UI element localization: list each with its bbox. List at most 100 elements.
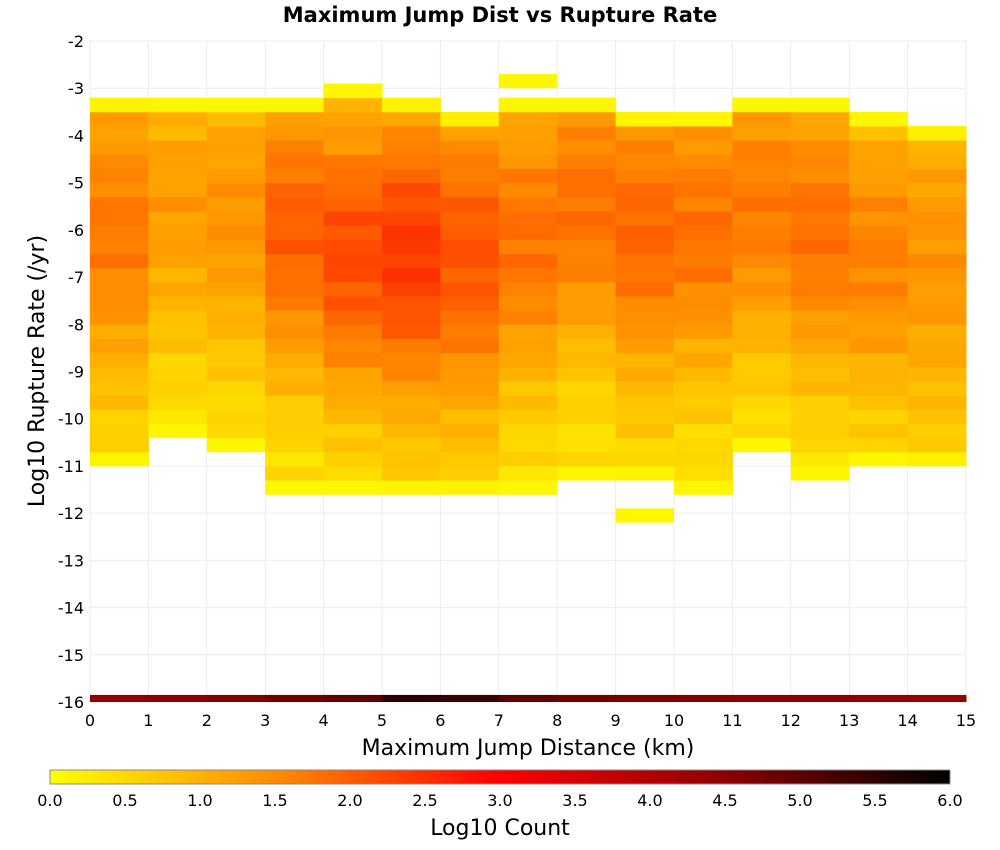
heatmap-cell	[440, 437, 500, 453]
heatmap-cell	[790, 140, 850, 155]
heatmap-cell	[674, 480, 733, 495]
heatmap-cell	[790, 267, 850, 283]
heatmap-cell	[265, 437, 325, 453]
heatmap-cell	[206, 168, 266, 184]
heatmap-cell	[206, 154, 266, 169]
heatmap-cell	[206, 338, 266, 354]
heatmap-cell	[790, 380, 850, 396]
heatmap-cell	[557, 465, 617, 481]
heatmap-cell	[206, 196, 266, 212]
heatmap-cell	[790, 154, 850, 169]
heatmap-cell	[732, 310, 792, 325]
heatmap-cell	[323, 140, 383, 155]
colorbar-tick-label: 0.5	[112, 791, 137, 810]
heatmap-cell	[440, 324, 500, 339]
heatmap-cell	[382, 480, 441, 495]
heatmap-cell	[790, 694, 850, 702]
heatmap-cell	[323, 225, 383, 240]
heatmap-cell	[790, 409, 850, 424]
heatmap-cell	[440, 310, 500, 325]
heatmap-cell	[557, 352, 617, 368]
heatmap-cell	[557, 239, 617, 254]
heatmap-cell	[265, 196, 325, 212]
heatmap-cell	[615, 253, 675, 269]
heatmap-cell	[615, 225, 675, 240]
heatmap-cell	[265, 267, 325, 283]
heatmap-cell	[498, 409, 558, 424]
y-tick-label: -4	[68, 126, 84, 145]
heatmap-cell	[323, 125, 383, 141]
heatmap-cell	[265, 154, 325, 169]
heatmap-cell	[615, 310, 675, 325]
heatmap-cell	[498, 74, 558, 89]
heatmap-cell	[440, 253, 500, 269]
heatmap-cell	[849, 423, 909, 439]
heatmap-cell	[732, 111, 792, 127]
heatmap-cell	[849, 338, 909, 354]
heatmap-cell	[382, 409, 441, 424]
heatmap-cell	[557, 210, 617, 226]
heatmap-cell	[323, 83, 383, 99]
x-tick-label: 9	[611, 711, 621, 730]
heatmap-cell	[849, 409, 909, 424]
heatmap-cell	[440, 451, 500, 467]
heatmap-cell	[732, 97, 792, 113]
heatmap-cell	[732, 267, 792, 283]
heatmap-cell	[148, 225, 208, 240]
heatmap-cell	[323, 239, 383, 254]
heatmap-cell	[206, 253, 266, 269]
heatmap-cell	[615, 196, 675, 212]
heatmap-cell	[382, 111, 441, 127]
heatmap-cell	[323, 338, 383, 354]
heatmap-cell	[557, 168, 617, 184]
heatmap-cell	[90, 324, 149, 339]
y-tick-label: -8	[68, 315, 84, 334]
heatmap-cell	[907, 380, 967, 396]
heatmap-cell	[265, 366, 325, 382]
heatmap-cell	[90, 295, 149, 311]
heatmap-cell	[674, 395, 733, 410]
heatmap-cell	[148, 196, 208, 212]
heatmap-cell	[674, 694, 733, 702]
heatmap-cell	[498, 125, 558, 141]
heatmap-cell	[674, 352, 733, 368]
heatmap-cell	[323, 437, 383, 453]
heatmap-cell	[907, 225, 967, 240]
heatmap-cell	[732, 366, 792, 382]
heatmap-cell	[557, 97, 617, 113]
heatmap-cell	[265, 225, 325, 240]
heatmap-cell	[148, 168, 208, 184]
x-tick-label: 0	[85, 711, 95, 730]
heatmap-cell	[557, 451, 617, 467]
heatmap-cell	[323, 694, 383, 702]
heatmap-cell	[440, 140, 500, 155]
heatmap-cell	[557, 111, 617, 127]
heatmap-cell	[323, 154, 383, 169]
heatmap-cell	[907, 154, 967, 169]
heatmap-cell	[90, 451, 149, 467]
heatmap-cell	[440, 465, 500, 481]
heatmap-cell	[323, 423, 383, 439]
heatmap-cell	[674, 239, 733, 254]
x-axis-ticks: 0 1 2 3 4 5 6 7 8 9 10 11 12 13 14 15	[85, 711, 976, 730]
heatmap-cell	[615, 182, 675, 198]
heatmap-cell	[206, 409, 266, 424]
heatmap-cell	[732, 196, 792, 212]
heatmap-cell	[907, 409, 967, 424]
heatmap-cell	[498, 182, 558, 198]
heatmap-cell	[674, 437, 733, 453]
heatmap-cell	[148, 366, 208, 382]
heatmap-cell	[615, 437, 675, 453]
heatmap-cell	[849, 437, 909, 453]
heatmap-cell	[849, 366, 909, 382]
heatmap-cell	[557, 694, 617, 702]
heatmap-cell	[90, 210, 149, 226]
heatmap-cell	[615, 111, 675, 127]
heatmap-cell	[907, 281, 967, 297]
heatmap-cell	[615, 239, 675, 254]
heatmap-cell	[790, 97, 850, 113]
heatmap-cell	[382, 225, 441, 240]
heatmap-cell	[557, 140, 617, 155]
heatmap-cell	[732, 182, 792, 198]
heatmap-cell	[440, 423, 500, 439]
